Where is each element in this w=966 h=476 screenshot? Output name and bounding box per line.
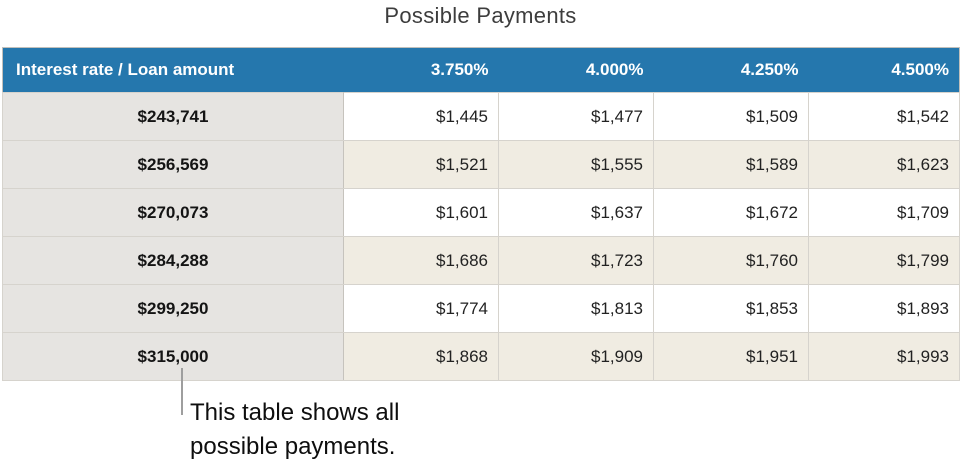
- column-header-rate[interactable]: 4.000%: [498, 47, 654, 93]
- payment-cell[interactable]: $1,723: [498, 236, 654, 285]
- row-header-loan-amount[interactable]: $299,250: [2, 284, 344, 333]
- payment-cell[interactable]: $1,686: [343, 236, 499, 285]
- row-header-loan-amount[interactable]: $284,288: [2, 236, 344, 285]
- possible-payments-table: Interest rate / Loan amount 3.750% 4.000%…: [2, 47, 960, 381]
- payment-cell[interactable]: $1,672: [653, 188, 809, 237]
- payment-cell[interactable]: $1,509: [653, 92, 809, 141]
- payment-cell[interactable]: $1,601: [343, 188, 499, 237]
- payment-cell[interactable]: $1,853: [653, 284, 809, 333]
- table-body: $243,741 $1,445 $1,477 $1,509 $1,542 $256,569…: [2, 92, 960, 381]
- table-row: $256,569 $1,521 $1,555 $1,589 $1,623: [2, 140, 960, 189]
- corner-header[interactable]: Interest rate / Loan amount: [2, 47, 344, 93]
- payment-cell[interactable]: $1,993: [808, 332, 960, 381]
- payment-cell[interactable]: $1,951: [653, 332, 809, 381]
- payment-cell[interactable]: $1,589: [653, 140, 809, 189]
- payment-cell[interactable]: $1,868: [343, 332, 499, 381]
- callout-line: [181, 368, 183, 415]
- row-header-loan-amount[interactable]: $270,073: [2, 188, 344, 237]
- table-row: $270,073 $1,601 $1,637 $1,672 $1,709: [2, 188, 960, 237]
- payment-cell[interactable]: $1,521: [343, 140, 499, 189]
- table-row: $299,250 $1,774 $1,813 $1,853 $1,893: [2, 284, 960, 333]
- payment-cell[interactable]: $1,774: [343, 284, 499, 333]
- payment-cell[interactable]: $1,709: [808, 188, 960, 237]
- table-row: $315,000 $1,868 $1,909 $1,951 $1,993: [2, 332, 960, 381]
- row-header-loan-amount[interactable]: $243,741: [2, 92, 344, 141]
- caption-text: This table shows all possible payments.: [190, 399, 400, 460]
- table-row: $243,741 $1,445 $1,477 $1,509 $1,542: [2, 92, 960, 141]
- payment-cell[interactable]: $1,623: [808, 140, 960, 189]
- row-header-loan-amount[interactable]: $315,000: [2, 332, 344, 381]
- payment-cell[interactable]: $1,477: [498, 92, 654, 141]
- payment-cell[interactable]: $1,637: [498, 188, 654, 237]
- payment-cell[interactable]: $1,909: [498, 332, 654, 381]
- header-row: Interest rate / Loan amount 3.750% 4.000%…: [2, 47, 960, 93]
- payment-cell[interactable]: $1,799: [808, 236, 960, 285]
- row-header-loan-amount[interactable]: $256,569: [2, 140, 344, 189]
- payment-cell[interactable]: $1,893: [808, 284, 960, 333]
- payment-cell[interactable]: $1,542: [808, 92, 960, 141]
- payment-cell[interactable]: $1,445: [343, 92, 499, 141]
- table-title: Possible Payments: [384, 3, 577, 28]
- column-header-rate[interactable]: 3.750%: [343, 47, 499, 93]
- payment-cell[interactable]: $1,760: [653, 236, 809, 285]
- column-header-rate[interactable]: 4.250%: [653, 47, 809, 93]
- payment-cell[interactable]: $1,813: [498, 284, 654, 333]
- payment-cell[interactable]: $1,555: [498, 140, 654, 189]
- column-header-rate[interactable]: 4.500%: [808, 47, 960, 93]
- table-row: $284,288 $1,686 $1,723 $1,760 $1,799: [2, 236, 960, 285]
